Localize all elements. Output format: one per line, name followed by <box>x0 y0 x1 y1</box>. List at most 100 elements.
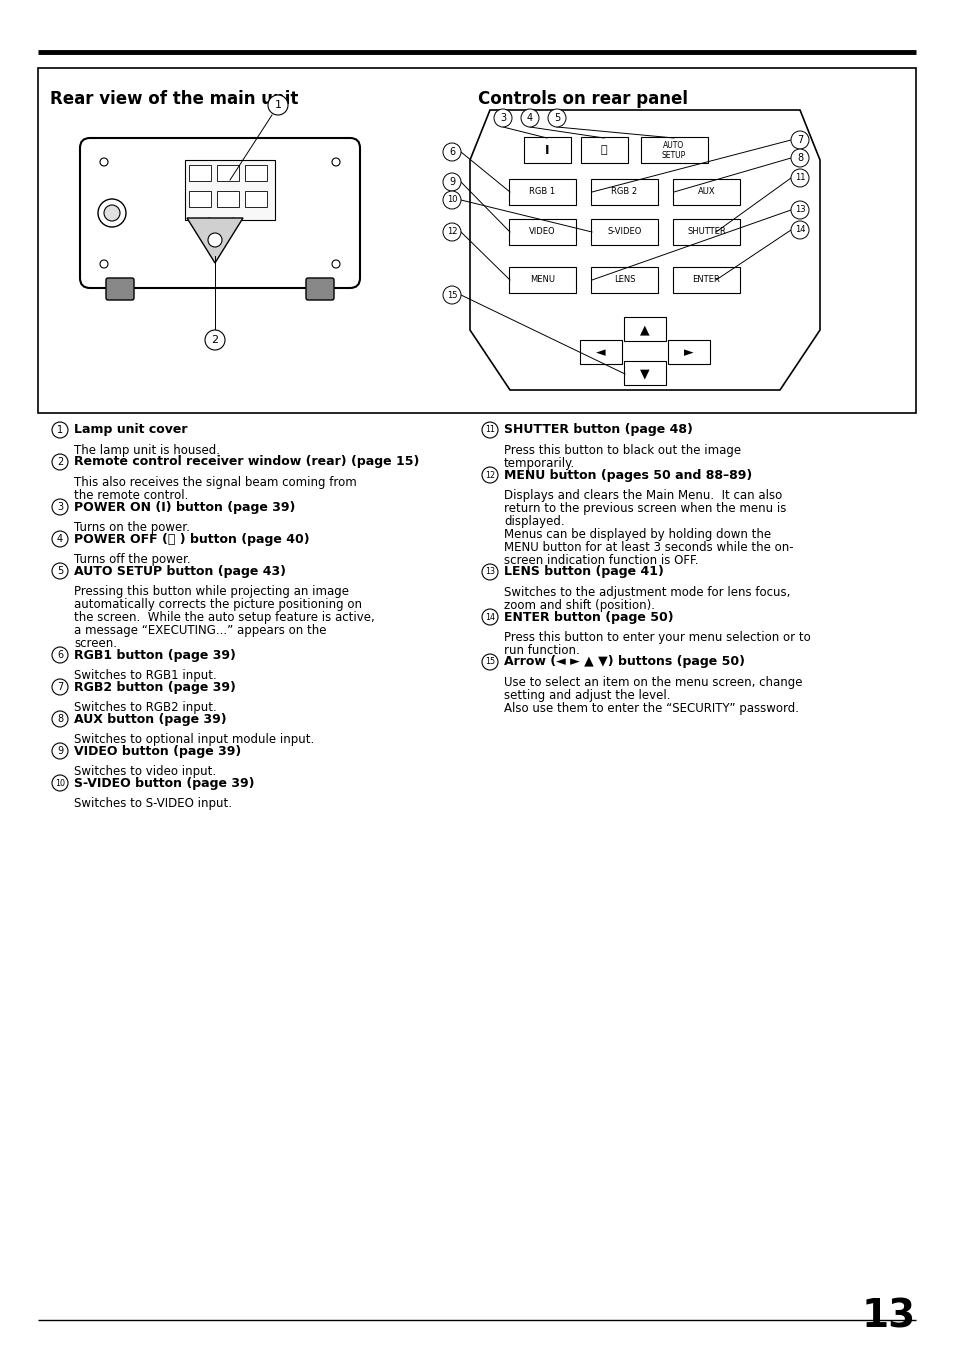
Text: Press this button to black out the image: Press this button to black out the image <box>503 444 740 457</box>
Text: 12: 12 <box>484 471 495 479</box>
Text: automatically corrects the picture positioning on: automatically corrects the picture posit… <box>74 598 361 611</box>
Text: 5: 5 <box>57 567 63 576</box>
Circle shape <box>481 422 497 438</box>
FancyBboxPatch shape <box>579 340 621 364</box>
Circle shape <box>52 499 68 515</box>
Circle shape <box>52 743 68 759</box>
Text: screen indication function is OFF.: screen indication function is OFF. <box>503 554 698 567</box>
Text: Switches to RGB1 input.: Switches to RGB1 input. <box>74 669 216 683</box>
Text: ►: ► <box>683 347 693 359</box>
Text: S-VIDEO: S-VIDEO <box>607 228 641 236</box>
Text: Switches to video input.: Switches to video input. <box>74 765 216 778</box>
Circle shape <box>98 200 126 227</box>
Text: temporarily.: temporarily. <box>503 457 575 469</box>
Text: a message “EXECUTING...” appears on the: a message “EXECUTING...” appears on the <box>74 625 326 637</box>
Text: AUTO: AUTO <box>662 142 684 151</box>
Text: ◄: ◄ <box>596 347 605 359</box>
Text: ENTER: ENTER <box>692 275 720 285</box>
Text: 8: 8 <box>796 152 802 163</box>
Circle shape <box>790 201 808 219</box>
Circle shape <box>52 422 68 438</box>
Text: ▼: ▼ <box>639 367 649 380</box>
Text: 13: 13 <box>861 1296 915 1336</box>
Circle shape <box>520 109 538 127</box>
Text: 8: 8 <box>57 714 63 724</box>
Text: 12: 12 <box>446 228 456 236</box>
Text: RGB1 button (page 39): RGB1 button (page 39) <box>74 649 235 661</box>
Text: 2: 2 <box>57 457 63 467</box>
Text: The lamp unit is housed.: The lamp unit is housed. <box>74 444 220 457</box>
Circle shape <box>790 148 808 167</box>
Text: VIDEO button (page 39): VIDEO button (page 39) <box>74 745 241 758</box>
Circle shape <box>204 219 213 228</box>
Text: AUTO SETUP button (page 43): AUTO SETUP button (page 43) <box>74 564 286 577</box>
Circle shape <box>790 169 808 188</box>
Text: Switches to optional input module input.: Switches to optional input module input. <box>74 733 314 746</box>
Circle shape <box>205 331 225 349</box>
FancyBboxPatch shape <box>189 192 211 206</box>
Text: 6: 6 <box>57 650 63 660</box>
Circle shape <box>52 648 68 662</box>
Text: 14: 14 <box>794 225 804 235</box>
Text: Controls on rear panel: Controls on rear panel <box>477 90 687 108</box>
Text: return to the previous screen when the menu is: return to the previous screen when the m… <box>503 502 785 515</box>
FancyBboxPatch shape <box>590 219 658 246</box>
Text: 4: 4 <box>526 113 533 123</box>
Text: 1: 1 <box>57 425 63 434</box>
Text: 13: 13 <box>794 205 804 214</box>
Text: LENS: LENS <box>613 275 635 285</box>
FancyBboxPatch shape <box>590 267 658 293</box>
Text: POWER ON (I) button (page 39): POWER ON (I) button (page 39) <box>74 500 295 514</box>
Text: 15: 15 <box>484 657 495 666</box>
Circle shape <box>481 564 497 580</box>
Text: zoom and shift (position).: zoom and shift (position). <box>503 599 655 612</box>
Text: setting and adjust the level.: setting and adjust the level. <box>503 689 670 701</box>
FancyBboxPatch shape <box>523 138 571 163</box>
Text: Also use them to enter the “SECURITY” password.: Also use them to enter the “SECURITY” pa… <box>503 701 799 715</box>
Circle shape <box>442 286 460 304</box>
Text: 11: 11 <box>484 425 495 434</box>
Text: RGB2 button (page 39): RGB2 button (page 39) <box>74 680 235 693</box>
FancyBboxPatch shape <box>623 317 665 341</box>
Text: This also receives the signal beam coming from: This also receives the signal beam comin… <box>74 476 356 488</box>
Circle shape <box>332 158 339 166</box>
Text: Pressing this button while projecting an image: Pressing this button while projecting an… <box>74 585 349 598</box>
Text: 9: 9 <box>57 746 63 755</box>
Circle shape <box>442 143 460 161</box>
Text: 7: 7 <box>796 135 802 144</box>
Text: MENU button for at least 3 seconds while the on-: MENU button for at least 3 seconds while… <box>503 541 793 554</box>
Text: Turns on the power.: Turns on the power. <box>74 521 190 534</box>
FancyBboxPatch shape <box>580 138 627 163</box>
FancyBboxPatch shape <box>245 165 267 181</box>
Text: Turns off the power.: Turns off the power. <box>74 553 191 567</box>
Text: ▲: ▲ <box>639 324 649 336</box>
Text: 5: 5 <box>554 113 559 123</box>
Text: the remote control.: the remote control. <box>74 488 188 502</box>
FancyBboxPatch shape <box>306 278 334 299</box>
FancyBboxPatch shape <box>216 165 239 181</box>
Text: SHUTTER: SHUTTER <box>686 228 725 236</box>
FancyBboxPatch shape <box>189 165 211 181</box>
Text: 7: 7 <box>57 683 63 692</box>
Text: Switches to S-VIDEO input.: Switches to S-VIDEO input. <box>74 797 232 809</box>
Text: 15: 15 <box>446 290 456 299</box>
Circle shape <box>547 109 565 127</box>
Text: 3: 3 <box>57 502 63 513</box>
Circle shape <box>790 131 808 148</box>
FancyBboxPatch shape <box>672 267 740 293</box>
Text: Displays and clears the Main Menu.  It can also: Displays and clears the Main Menu. It ca… <box>503 488 781 502</box>
FancyBboxPatch shape <box>509 267 576 293</box>
Circle shape <box>481 467 497 483</box>
Text: displayed.: displayed. <box>503 515 564 527</box>
FancyBboxPatch shape <box>590 179 658 205</box>
FancyBboxPatch shape <box>672 179 740 205</box>
Text: MENU: MENU <box>530 275 555 285</box>
Text: Arrow (◄ ► ▲ ▼) buttons (page 50): Arrow (◄ ► ▲ ▼) buttons (page 50) <box>503 656 744 669</box>
Circle shape <box>268 94 288 115</box>
Circle shape <box>442 223 460 241</box>
Text: VIDEO: VIDEO <box>529 228 556 236</box>
Circle shape <box>208 233 222 247</box>
Circle shape <box>332 260 339 268</box>
Text: screen.: screen. <box>74 637 117 650</box>
Text: SHUTTER button (page 48): SHUTTER button (page 48) <box>503 424 692 437</box>
